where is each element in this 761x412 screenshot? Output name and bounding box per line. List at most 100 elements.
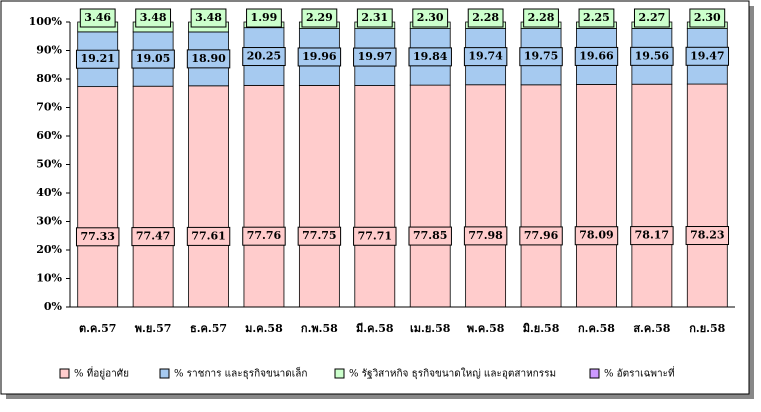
x-tick-label: มิ.ย.58 <box>523 322 560 335</box>
value-label: 19.75 <box>524 50 558 63</box>
value-label-box <box>353 226 397 246</box>
value-label-box <box>131 227 175 247</box>
value-label: 77.71 <box>358 229 392 242</box>
value-label: 77.33 <box>80 230 114 243</box>
value-label-box <box>523 8 559 28</box>
y-tick-label: 100% <box>29 15 63 28</box>
y-tick-label: 0% <box>44 300 63 313</box>
value-label-box <box>353 47 397 67</box>
value-label-box <box>408 226 452 246</box>
value-label-box <box>297 47 342 67</box>
value-label-box <box>467 8 504 28</box>
bar-segment <box>465 84 507 308</box>
value-label: 3.48 <box>195 11 222 24</box>
x-tick-label: ม.ค.58 <box>245 322 283 335</box>
value-label-box <box>633 8 670 28</box>
value-label: 78.23 <box>690 229 724 242</box>
value-label: 19.21 <box>80 52 114 65</box>
value-label-box <box>412 8 449 28</box>
value-label-box <box>301 8 338 28</box>
value-label: 19.66 <box>579 49 614 62</box>
bar-segment <box>243 84 285 308</box>
y-tick-label: 90% <box>36 44 62 57</box>
legend-label: % ที่อยู่อาศัย <box>74 366 129 380</box>
value-label-box <box>79 8 116 28</box>
y-tick-label: 60% <box>36 129 62 142</box>
value-label-box <box>408 47 452 67</box>
value-label-box <box>574 46 619 66</box>
value-label-box <box>297 226 342 246</box>
legend-swatch <box>59 368 70 379</box>
value-label: 18.90 <box>191 52 226 65</box>
value-label-box <box>186 226 231 246</box>
y-tick-label: 20% <box>36 243 62 256</box>
value-label: 2.31 <box>361 11 388 24</box>
bar-segment <box>188 85 229 308</box>
value-label-box <box>186 49 231 69</box>
value-label: 2.27 <box>638 11 665 24</box>
legend-swatch <box>159 368 170 379</box>
x-tick-label: ต.ค.57 <box>79 322 116 335</box>
bar-segment <box>631 83 673 308</box>
value-label-box <box>578 8 615 28</box>
y-tick-label: 40% <box>36 186 62 199</box>
value-label-box <box>519 226 563 246</box>
y-tick-label: 50% <box>36 158 62 171</box>
value-label-box <box>630 226 674 246</box>
bar-segment <box>354 85 396 308</box>
value-label-box <box>242 47 286 67</box>
value-label: 77.85 <box>413 229 447 242</box>
bar-segment <box>132 85 174 308</box>
y-tick-label: 30% <box>36 215 62 228</box>
value-label: 77.61 <box>191 229 225 242</box>
x-tick-label: เม.ย.58 <box>410 322 451 335</box>
value-label: 19.05 <box>136 52 170 65</box>
value-label: 2.28 <box>472 11 499 24</box>
bar-segment <box>77 86 119 308</box>
x-tick-label: ก.พ.58 <box>301 322 338 335</box>
value-label: 78.17 <box>635 229 669 242</box>
value-label-box <box>630 46 674 66</box>
value-label: 2.28 <box>528 11 555 24</box>
value-label: 19.97 <box>358 50 392 63</box>
y-tick-label: 80% <box>36 72 62 85</box>
x-tick-label: ก.ค.58 <box>578 322 615 335</box>
value-label: 3.46 <box>84 11 111 24</box>
x-tick-label: ก.ย.58 <box>689 322 725 335</box>
legend-label: % อัตราเฉพาะที่ <box>604 366 675 380</box>
value-label: 77.96 <box>524 229 559 242</box>
x-tick-label: พ.ย.57 <box>135 322 172 335</box>
value-label: 1.99 <box>251 11 278 24</box>
legend-swatch <box>334 368 345 379</box>
value-label: 3.48 <box>140 11 167 24</box>
value-label: 2.25 <box>583 11 610 24</box>
value-label: 2.30 <box>694 11 721 24</box>
value-label-box <box>685 226 730 246</box>
value-label: 19.56 <box>635 49 670 62</box>
value-label-box <box>246 8 282 28</box>
value-label-box <box>242 226 286 246</box>
value-label-box <box>75 227 120 247</box>
value-label-box <box>574 226 619 246</box>
value-label-box <box>356 8 393 28</box>
y-tick-label: 70% <box>36 101 62 114</box>
value-label-box <box>685 46 730 66</box>
bar-segment <box>576 84 617 308</box>
value-label-box <box>75 49 120 69</box>
value-label-box <box>463 226 508 246</box>
value-label-box <box>135 8 172 28</box>
legend-label: % ราชการ และธุรกิจขนาดเล็ก <box>174 366 307 380</box>
x-tick-label: ธ.ค.57 <box>190 322 227 335</box>
x-tick-label: ส.ค.58 <box>633 322 670 335</box>
value-label-box <box>131 49 175 69</box>
value-label: 2.30 <box>417 11 444 24</box>
bar-segment <box>520 84 562 308</box>
y-tick-label: 10% <box>36 272 62 285</box>
x-tick-label: พ.ค.58 <box>467 322 505 335</box>
value-label-box <box>689 8 726 28</box>
value-label-box <box>463 47 508 67</box>
value-label: 20.25 <box>247 50 281 63</box>
value-label: 19.84 <box>413 50 448 63</box>
value-label: 77.75 <box>302 229 336 242</box>
bar-segment <box>298 85 340 308</box>
